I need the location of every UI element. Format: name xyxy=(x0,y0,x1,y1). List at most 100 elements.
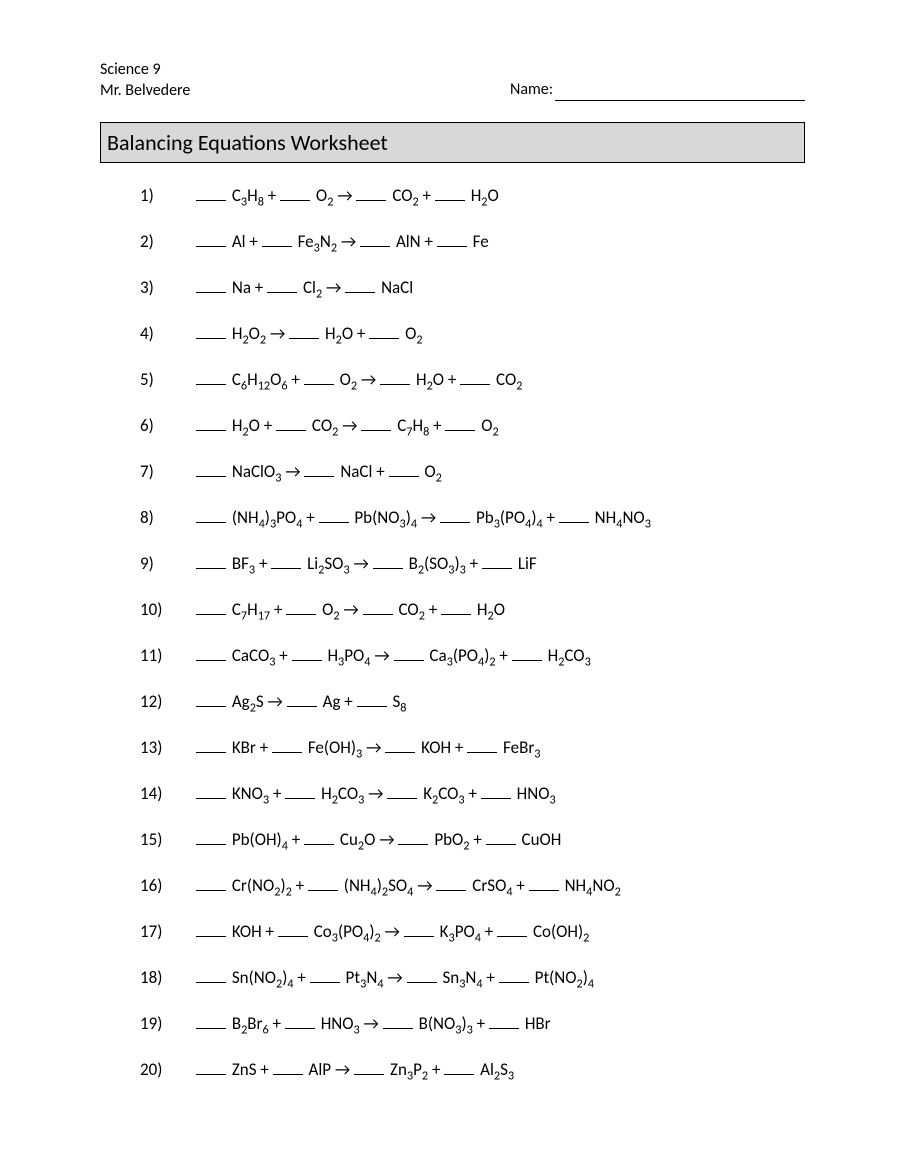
problem-number: 18) xyxy=(140,967,196,988)
coefficient-blank[interactable] xyxy=(361,416,391,431)
coefficient-blank[interactable] xyxy=(196,462,226,477)
coefficient-blank[interactable] xyxy=(489,1014,519,1029)
coefficient-blank[interactable] xyxy=(292,646,322,661)
coefficient-blank[interactable] xyxy=(196,186,226,201)
coefficient-blank[interactable] xyxy=(512,646,542,661)
coefficient-blank[interactable] xyxy=(278,922,308,937)
formula: C6H12O6 xyxy=(232,369,288,390)
coefficient-blank[interactable] xyxy=(280,186,310,201)
coefficient-blank[interactable] xyxy=(304,370,334,385)
coefficient-blank[interactable] xyxy=(481,784,511,799)
coefficient-blank[interactable] xyxy=(196,968,226,983)
equation: ZnS + AlP → Zn3P2 + Al2S3 xyxy=(196,1059,514,1080)
problem-number: 6) xyxy=(140,415,196,436)
coefficient-blank[interactable] xyxy=(383,1014,413,1029)
formula: CrSO4 xyxy=(472,875,512,896)
coefficient-blank[interactable] xyxy=(196,278,226,293)
coefficient-blank[interactable] xyxy=(435,186,465,201)
coefficient-blank[interactable] xyxy=(196,830,226,845)
coefficient-blank[interactable] xyxy=(404,922,434,937)
coefficient-blank[interactable] xyxy=(310,968,340,983)
name-input-line[interactable] xyxy=(555,84,805,101)
coefficient-blank[interactable] xyxy=(499,968,529,983)
coefficient-blank[interactable] xyxy=(196,508,226,523)
formula: O2 xyxy=(424,461,441,482)
coefficient-blank[interactable] xyxy=(467,738,497,753)
equation: Ag2S → Ag + S8 xyxy=(196,691,406,712)
coefficient-blank[interactable] xyxy=(387,784,417,799)
coefficient-blank[interactable] xyxy=(369,324,399,339)
coefficient-blank[interactable] xyxy=(357,692,387,707)
formula: BF3 xyxy=(232,553,255,574)
coefficient-blank[interactable] xyxy=(319,508,349,523)
coefficient-blank[interactable] xyxy=(385,738,415,753)
coefficient-blank[interactable] xyxy=(497,922,527,937)
coefficient-blank[interactable] xyxy=(285,1014,315,1029)
coefficient-blank[interactable] xyxy=(394,646,424,661)
formula: CuOH xyxy=(522,829,562,850)
coefficient-blank[interactable] xyxy=(289,324,319,339)
coefficient-blank[interactable] xyxy=(437,232,467,247)
formula: H3PO4 xyxy=(327,645,370,666)
coefficient-blank[interactable] xyxy=(196,232,226,247)
formula: ZnS xyxy=(232,1059,257,1080)
coefficient-blank[interactable] xyxy=(354,1060,384,1075)
coefficient-blank[interactable] xyxy=(444,1060,474,1075)
coefficient-blank[interactable] xyxy=(276,416,306,431)
coefficient-blank[interactable] xyxy=(559,508,589,523)
problem-row: 19) B2Br6 + HNO3 → B(NO3)3 + HBr xyxy=(140,1013,805,1034)
problem-row: 11) CaCO3 + H3PO4 → Ca3(PO4)2 + H2CO3 xyxy=(140,645,805,666)
coefficient-blank[interactable] xyxy=(196,738,226,753)
coefficient-blank[interactable] xyxy=(440,508,470,523)
coefficient-blank[interactable] xyxy=(445,416,475,431)
coefficient-blank[interactable] xyxy=(286,600,316,615)
coefficient-blank[interactable] xyxy=(304,830,334,845)
coefficient-blank[interactable] xyxy=(360,232,390,247)
problem-number: 10) xyxy=(140,599,196,620)
coefficient-blank[interactable] xyxy=(196,646,226,661)
coefficient-blank[interactable] xyxy=(436,876,466,891)
coefficient-blank[interactable] xyxy=(380,370,410,385)
coefficient-blank[interactable] xyxy=(273,1060,303,1075)
coefficient-blank[interactable] xyxy=(460,370,490,385)
coefficient-blank[interactable] xyxy=(262,232,292,247)
coefficient-blank[interactable] xyxy=(308,876,338,891)
coefficient-blank[interactable] xyxy=(356,186,386,201)
formula: Cr(NO2)2 xyxy=(232,875,292,896)
coefficient-blank[interactable] xyxy=(441,600,471,615)
coefficient-blank[interactable] xyxy=(345,278,375,293)
coefficient-blank[interactable] xyxy=(196,1014,226,1029)
coefficient-blank[interactable] xyxy=(196,324,226,339)
coefficient-blank[interactable] xyxy=(373,554,403,569)
coefficient-blank[interactable] xyxy=(196,370,226,385)
coefficient-blank[interactable] xyxy=(529,876,559,891)
problem-row: 16) Cr(NO2)2 + (NH4)2SO4 → CrSO4 + NH4NO… xyxy=(140,875,805,896)
coefficient-blank[interactable] xyxy=(272,738,302,753)
coefficient-blank[interactable] xyxy=(267,278,297,293)
worksheet-page: Science 9 Mr. Belvedere Name: Balancing … xyxy=(0,0,900,1165)
coefficient-blank[interactable] xyxy=(363,600,393,615)
coefficient-blank[interactable] xyxy=(196,416,226,431)
equation: C7H17 + O2 → CO2 + H2O xyxy=(196,599,505,620)
coefficient-blank[interactable] xyxy=(389,462,419,477)
coefficient-blank[interactable] xyxy=(196,784,226,799)
formula: Fe xyxy=(473,231,489,252)
coefficient-blank[interactable] xyxy=(196,922,226,937)
formula: C7H8 xyxy=(397,415,429,436)
coefficient-blank[interactable] xyxy=(196,600,226,615)
formula: Sn3N4 xyxy=(442,967,482,988)
coefficient-blank[interactable] xyxy=(271,554,301,569)
coefficient-blank[interactable] xyxy=(407,968,437,983)
coefficient-blank[interactable] xyxy=(285,784,315,799)
coefficient-blank[interactable] xyxy=(196,692,226,707)
coefficient-blank[interactable] xyxy=(196,1060,226,1075)
coefficient-blank[interactable] xyxy=(486,830,516,845)
coefficient-blank[interactable] xyxy=(287,692,317,707)
coefficient-blank[interactable] xyxy=(196,554,226,569)
formula: H2O xyxy=(471,185,499,206)
problem-number: 2) xyxy=(140,231,196,252)
coefficient-blank[interactable] xyxy=(196,876,226,891)
coefficient-blank[interactable] xyxy=(482,554,512,569)
coefficient-blank[interactable] xyxy=(304,462,334,477)
coefficient-blank[interactable] xyxy=(398,830,428,845)
